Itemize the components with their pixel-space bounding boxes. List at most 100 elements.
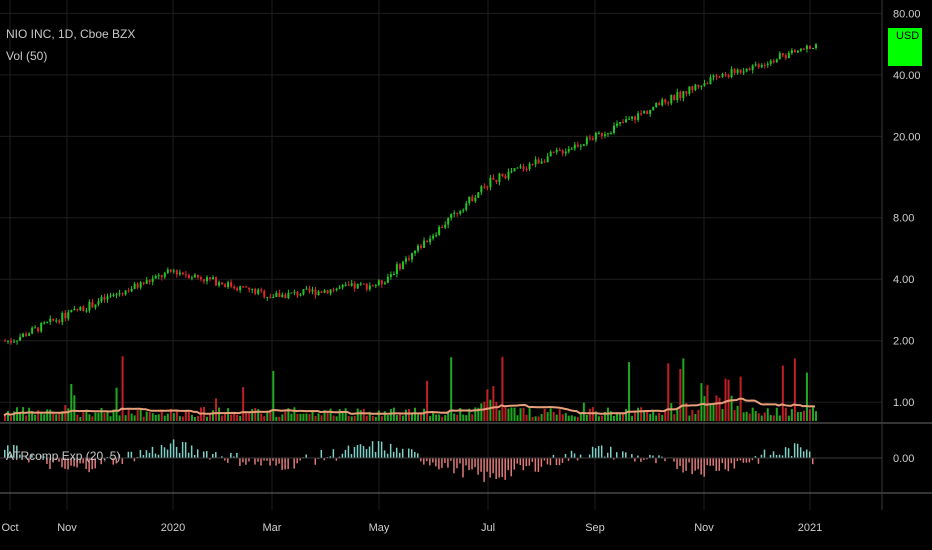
candle-body [634, 116, 637, 120]
time-tick-label: Mar [263, 522, 282, 534]
candle-body [489, 177, 492, 188]
candle-body [7, 340, 10, 342]
candle-body [471, 196, 474, 202]
volume-bar [395, 415, 398, 421]
histogram-bar [380, 441, 383, 458]
volume-bar [233, 412, 236, 421]
volume-bar [70, 383, 73, 421]
volume-bar [712, 404, 715, 421]
candle-body [383, 282, 386, 285]
volume-bar [142, 416, 145, 421]
candle-body [227, 282, 230, 288]
time-tick-label: 2021 [798, 522, 822, 534]
volume-bar [414, 407, 417, 421]
volume-bar [537, 416, 540, 421]
volume-bar [570, 415, 573, 421]
histogram-bar [417, 453, 419, 458]
histogram-bar [296, 458, 298, 464]
volume-bar [528, 408, 531, 421]
volume-bar [474, 407, 477, 421]
candle-body [46, 321, 49, 323]
volume-bar [49, 409, 52, 421]
candle-body [528, 163, 531, 170]
volume-bar [329, 408, 332, 421]
histogram-bar [175, 446, 178, 458]
histogram-bar [46, 458, 48, 464]
volume-bar [465, 415, 468, 421]
candle-body [622, 122, 625, 124]
volume-bar [697, 409, 700, 421]
volume-bar [730, 395, 733, 421]
candle-body [754, 64, 757, 66]
candle-body [31, 327, 34, 334]
histogram-bar [441, 458, 443, 468]
volume-bar [187, 412, 190, 421]
volume-bar [100, 407, 103, 421]
volume-bar [196, 416, 199, 421]
candle-body [166, 269, 169, 273]
time-tick-label: Sep [585, 522, 605, 534]
volume-bar [597, 416, 600, 421]
volume-bar [230, 414, 233, 421]
candle-body [106, 296, 109, 300]
volume-bar [281, 414, 284, 421]
candle-body [703, 83, 706, 86]
candle-body [314, 289, 317, 296]
candle-body [555, 150, 558, 153]
histogram-bar [350, 454, 353, 458]
candle-body [82, 306, 85, 312]
currency-label: USD [896, 30, 920, 42]
volume-bar [16, 407, 19, 421]
volume-bar [55, 414, 58, 421]
volume-bar [332, 415, 335, 421]
volume-bar [781, 365, 784, 421]
histogram-bar [573, 453, 576, 458]
currency-badge[interactable]: USD [888, 28, 922, 66]
volume-bar [347, 416, 350, 421]
histogram-bar [133, 458, 136, 462]
histogram-bar [739, 458, 742, 461]
volume-bar [661, 414, 664, 421]
histogram-bar [429, 458, 431, 466]
histogram-bar [501, 458, 503, 478]
histogram-bar [353, 446, 356, 458]
histogram-bar [377, 441, 380, 458]
volume-bar [619, 412, 622, 421]
histogram-bar [329, 456, 332, 458]
histogram-bar [181, 442, 184, 458]
histogram-bar [130, 451, 133, 458]
candle-body [148, 280, 151, 282]
candle-body [727, 75, 730, 77]
histogram-bar [799, 447, 802, 458]
volume-bar [46, 409, 49, 421]
volume-bar [31, 410, 34, 421]
histogram-bar [772, 451, 775, 458]
candle-body [221, 282, 224, 285]
candle-body [579, 145, 582, 147]
histogram-bar [453, 458, 455, 474]
candle-body [389, 274, 392, 277]
histogram-bar [459, 458, 461, 464]
histogram-bar [287, 458, 289, 470]
histogram-bar [456, 458, 458, 469]
histogram-bar [426, 458, 428, 462]
candle-body [269, 296, 272, 298]
histogram-bar [386, 453, 389, 458]
candle-body [751, 65, 754, 70]
histogram-bar [275, 458, 277, 466]
candle-body [353, 283, 356, 289]
candle-body [573, 144, 576, 149]
volume-bar [646, 410, 649, 421]
histogram-bar [778, 454, 781, 458]
volume-bar [471, 414, 474, 421]
histogram-bar [528, 458, 531, 466]
price-tick-label: 2.00 [893, 336, 914, 348]
histogram-bar [347, 445, 350, 458]
volume-bar [308, 414, 311, 421]
candle-body [118, 293, 121, 295]
price-tick-label: 40.00 [893, 70, 921, 82]
candle-body [676, 92, 679, 101]
candle-body [187, 275, 190, 279]
